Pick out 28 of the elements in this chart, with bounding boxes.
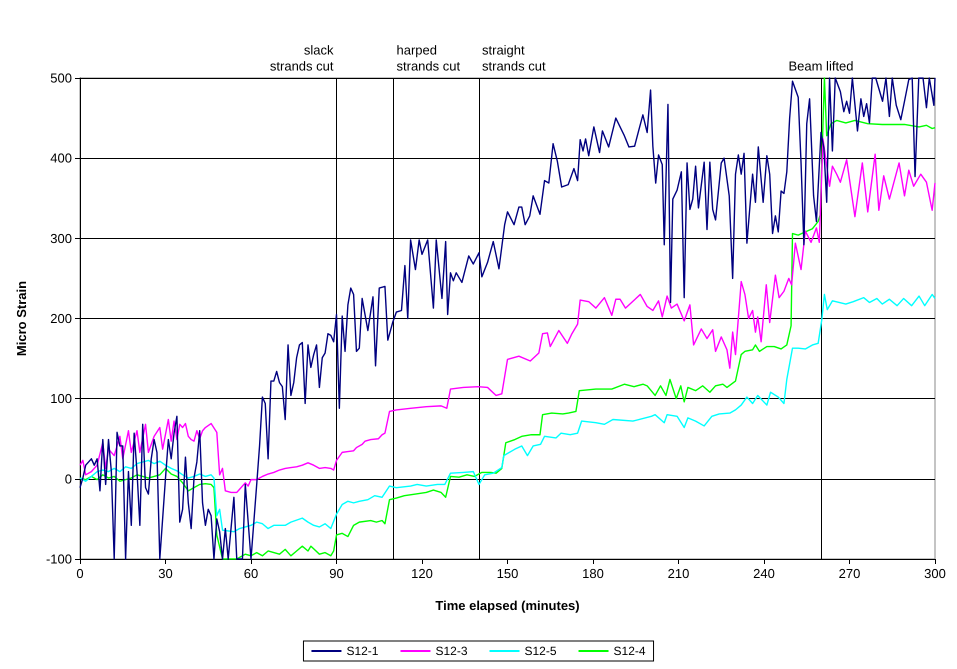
ref-line-label: harped strands cut — [396, 42, 460, 74]
ref-line-label: straight strands cut — [482, 42, 546, 74]
legend-label: S12-5 — [524, 644, 557, 658]
y-tick-label: 300 — [50, 230, 72, 246]
x-axis-title: Time elapsed (minutes) — [435, 598, 580, 613]
y-tick-label: 400 — [50, 150, 72, 166]
y-tick-label: 200 — [50, 311, 72, 326]
y-axis-title: Micro Strain — [14, 280, 29, 356]
legend-label: S12-4 — [614, 644, 646, 658]
y-tick-label: 500 — [50, 70, 72, 86]
x-tick-label: 90 — [329, 566, 344, 581]
legend-label: S12-1 — [346, 644, 379, 658]
x-tick-label: 120 — [411, 566, 433, 581]
x-tick-label: 30 — [158, 566, 173, 581]
legend-label: S12-3 — [435, 644, 468, 658]
x-tick-label: 240 — [753, 566, 775, 581]
x-tick-label: 60 — [244, 566, 258, 581]
x-tick-label: 180 — [582, 566, 604, 581]
ref-line-label: slack strands cut — [270, 42, 334, 74]
y-tick-label: 0 — [64, 471, 72, 486]
x-tick-label: 300 — [924, 566, 946, 581]
x-tick-label: 150 — [496, 566, 518, 581]
x-tick-label: 210 — [668, 566, 690, 581]
y-tick-label: 100 — [50, 391, 72, 406]
x-tick-label: 270 — [838, 566, 860, 581]
ref-line-label: Beam lifted — [788, 58, 854, 74]
y-tick-label: -100 — [46, 552, 72, 566]
x-tick-label: 0 — [76, 566, 84, 581]
